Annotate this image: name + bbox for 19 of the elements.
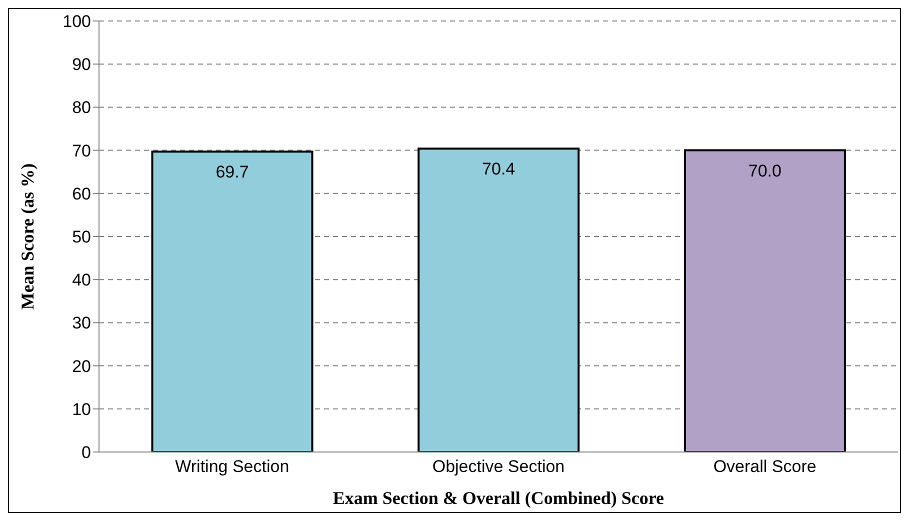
x-tick-label: Objective Section — [432, 457, 565, 476]
y-tick-label: 30 — [72, 314, 91, 333]
y-tick-label: 40 — [72, 270, 91, 290]
data-label: 70.0 — [748, 161, 782, 180]
y-tick-label: 60 — [72, 184, 91, 204]
y-tick-label: 50 — [72, 228, 91, 247]
y-tick-label: 70 — [72, 141, 91, 160]
data-label: 69.7 — [216, 162, 249, 182]
y-tick-label: 100 — [62, 12, 91, 32]
y-tick-label: 10 — [72, 400, 91, 419]
x-tick-label: Writing Section — [175, 457, 290, 476]
y-tick-label: 20 — [72, 356, 91, 376]
data-label: 70.4 — [482, 160, 516, 179]
y-tick-label: 90 — [72, 55, 91, 74]
y-axis-title: Mean Score (as %) — [17, 163, 38, 310]
y-tick-label: 0 — [82, 443, 91, 462]
y-tick-label: 80 — [72, 98, 91, 118]
x-axis-title: Exam Section & Overall (Combined) Score — [332, 488, 664, 508]
x-tick-label: Overall Score — [713, 457, 816, 476]
